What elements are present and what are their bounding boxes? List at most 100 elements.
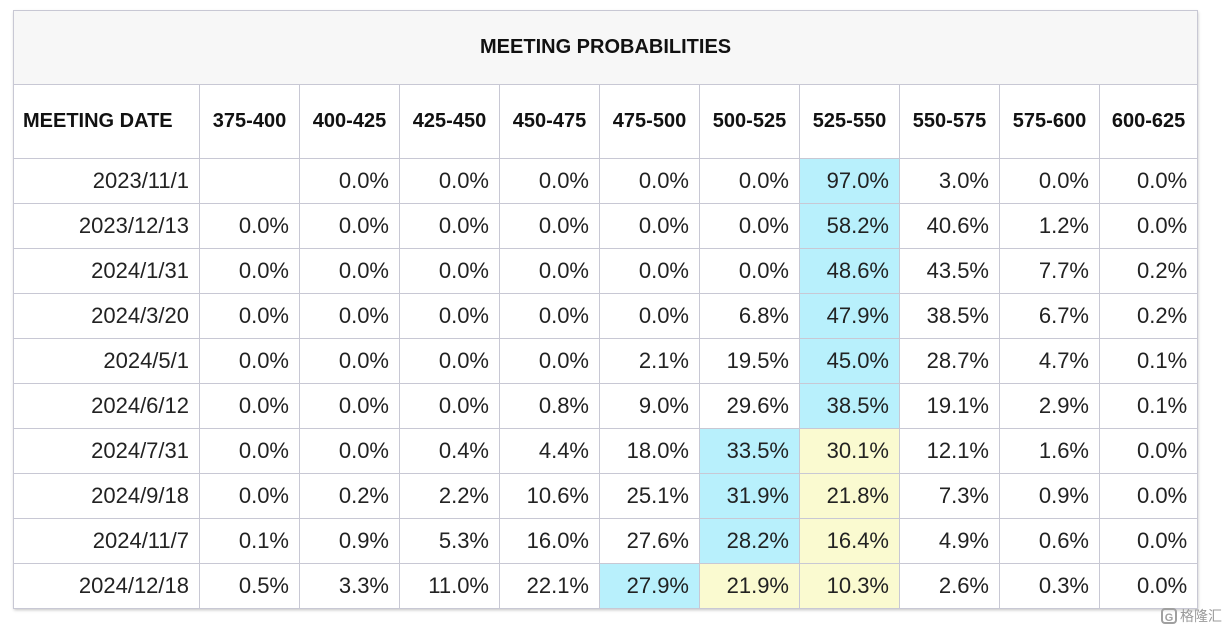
probability-cell: 0.0%	[199, 473, 300, 519]
probability-cell: 0.5%	[199, 563, 300, 609]
probability-cell: 5.3%	[399, 518, 500, 564]
probability-cell: 11.0%	[399, 563, 500, 609]
meeting-date-header: MEETING DATE	[13, 84, 200, 159]
probability-cell: 0.0%	[299, 338, 400, 384]
probability-cell: 28.2%	[699, 518, 800, 564]
probability-cell: 0.1%	[199, 518, 300, 564]
table-row: 2023/12/13 0.0% 0.0% 0.0% 0.0% 0.0% 0.0% 58.2% 4…	[13, 203, 1199, 249]
probability-cell: 0.1%	[1098, 383, 1199, 429]
probability-cell: 6.7%	[999, 293, 1100, 339]
rate-range-header: 375-400	[199, 84, 300, 159]
meeting-date-cell: 2024/3/20	[13, 293, 200, 339]
probability-cell: 2.6%	[899, 563, 1000, 609]
probability-cell: 2.9%	[999, 383, 1100, 429]
meeting-date-cell: 2024/5/1	[13, 338, 200, 384]
rate-range-header: 500-525	[699, 84, 800, 159]
probability-cell: 0.0%	[499, 203, 600, 249]
probability-cell: 3.3%	[299, 563, 400, 609]
watermark: G 格隆汇	[1161, 606, 1222, 626]
probability-cell: 29.6%	[699, 383, 800, 429]
probability-cell: 7.7%	[999, 248, 1100, 294]
rate-range-header: 425-450	[399, 84, 500, 159]
table-row: 2024/9/18 0.0% 0.2% 2.2% 10.6% 25.1% 31.9% 21.8…	[13, 473, 1199, 519]
watermark-text: 格隆汇	[1180, 608, 1222, 624]
probability-cell: 21.9%	[699, 563, 800, 609]
probability-cell: 0.0%	[299, 428, 400, 474]
probability-cell: 27.6%	[599, 518, 700, 564]
table-row: 2024/6/12 0.0% 0.0% 0.0% 0.8% 9.0% 29.6% 38.5% 1…	[13, 383, 1199, 429]
table-row: 2024/12/18 0.5% 3.3% 11.0% 22.1% 27.9% 21.9% 10…	[13, 563, 1199, 609]
rate-range-header: 600-625	[1098, 84, 1199, 159]
probability-cell: 97.0%	[799, 158, 900, 204]
probability-cell: 0.0%	[299, 383, 400, 429]
rate-range-header: 400-425	[299, 84, 400, 159]
probability-cell: 18.0%	[599, 428, 700, 474]
rate-range-header: 450-475	[499, 84, 600, 159]
probability-cell: 0.0%	[399, 293, 500, 339]
probability-cell: 40.6%	[899, 203, 1000, 249]
probability-cell: 0.0%	[199, 383, 300, 429]
probability-cell: 1.2%	[999, 203, 1100, 249]
probability-cell: 9.0%	[599, 383, 700, 429]
probability-cell: 2.1%	[599, 338, 700, 384]
probability-cell: 0.8%	[499, 383, 600, 429]
probability-cell: 0.0%	[399, 158, 500, 204]
rate-range-header: 525-550	[799, 84, 900, 159]
probability-cell: 0.2%	[1098, 293, 1199, 339]
probability-cell: 0.0%	[199, 293, 300, 339]
probability-cell: 0.2%	[1098, 248, 1199, 294]
rate-range-header: 475-500	[599, 84, 700, 159]
probability-cell: 0.0%	[1098, 563, 1199, 609]
probability-cell: 28.7%	[899, 338, 1000, 384]
probability-cell: 0.0%	[1098, 518, 1199, 564]
probability-cell: 0.0%	[1098, 203, 1199, 249]
meeting-date-cell: 2024/7/31	[13, 428, 200, 474]
meeting-date-cell: 2024/9/18	[13, 473, 200, 519]
table-title: MEETING PROBABILITIES	[12, 10, 1199, 85]
probability-cell: 0.0%	[999, 158, 1100, 204]
probability-cell: 0.0%	[1098, 158, 1199, 204]
probability-cell: 31.9%	[699, 473, 800, 519]
table-row: 2024/11/7 0.1% 0.9% 5.3% 16.0% 27.6% 28.2% 16.4…	[13, 518, 1199, 564]
probability-cell: 0.0%	[299, 248, 400, 294]
probability-cell: 16.4%	[799, 518, 900, 564]
probability-cell: 0.9%	[999, 473, 1100, 519]
probability-cell: 16.0%	[499, 518, 600, 564]
probability-cell: 47.9%	[799, 293, 900, 339]
meeting-date-cell: 2024/6/12	[13, 383, 200, 429]
probability-table-container: MEETING PROBABILITIES MEETING DATE 375-4…	[12, 10, 1199, 609]
probability-cell: 0.0%	[399, 383, 500, 429]
probability-cell: 0.0%	[399, 203, 500, 249]
g-logo-icon: G	[1161, 608, 1177, 624]
meeting-probabilities-table: MEETING PROBABILITIES MEETING DATE 375-4…	[12, 10, 1199, 609]
probability-cell: 38.5%	[899, 293, 1000, 339]
probability-cell: 58.2%	[799, 203, 900, 249]
probability-cell: 0.0%	[299, 203, 400, 249]
probability-cell: 0.0%	[299, 293, 400, 339]
rate-range-header: 550-575	[899, 84, 1000, 159]
probability-cell: 12.1%	[899, 428, 1000, 474]
probability-cell	[199, 158, 300, 204]
probability-cell: 0.0%	[1098, 428, 1199, 474]
probability-cell: 4.4%	[499, 428, 600, 474]
probability-cell: 1.6%	[999, 428, 1100, 474]
probability-cell: 4.9%	[899, 518, 1000, 564]
probability-cell: 0.0%	[699, 203, 800, 249]
probability-cell: 0.6%	[999, 518, 1100, 564]
probability-cell: 6.8%	[699, 293, 800, 339]
probability-cell: 0.2%	[299, 473, 400, 519]
probability-cell: 10.6%	[499, 473, 600, 519]
meeting-date-cell: 2024/11/7	[13, 518, 200, 564]
probability-cell: 22.1%	[499, 563, 600, 609]
probability-cell: 0.0%	[599, 248, 700, 294]
probability-cell: 2.2%	[399, 473, 500, 519]
probability-cell: 4.7%	[999, 338, 1100, 384]
probability-cell: 21.8%	[799, 473, 900, 519]
probability-cell: 0.0%	[499, 293, 600, 339]
rate-range-header: 575-600	[999, 84, 1100, 159]
probability-cell: 7.3%	[899, 473, 1000, 519]
probability-cell: 0.1%	[1098, 338, 1199, 384]
meeting-date-cell: 2024/12/18	[13, 563, 200, 609]
column-header-row: MEETING DATE 375-400 400-425 425-450 450-47…	[13, 84, 1199, 159]
probability-cell: 0.0%	[499, 248, 600, 294]
